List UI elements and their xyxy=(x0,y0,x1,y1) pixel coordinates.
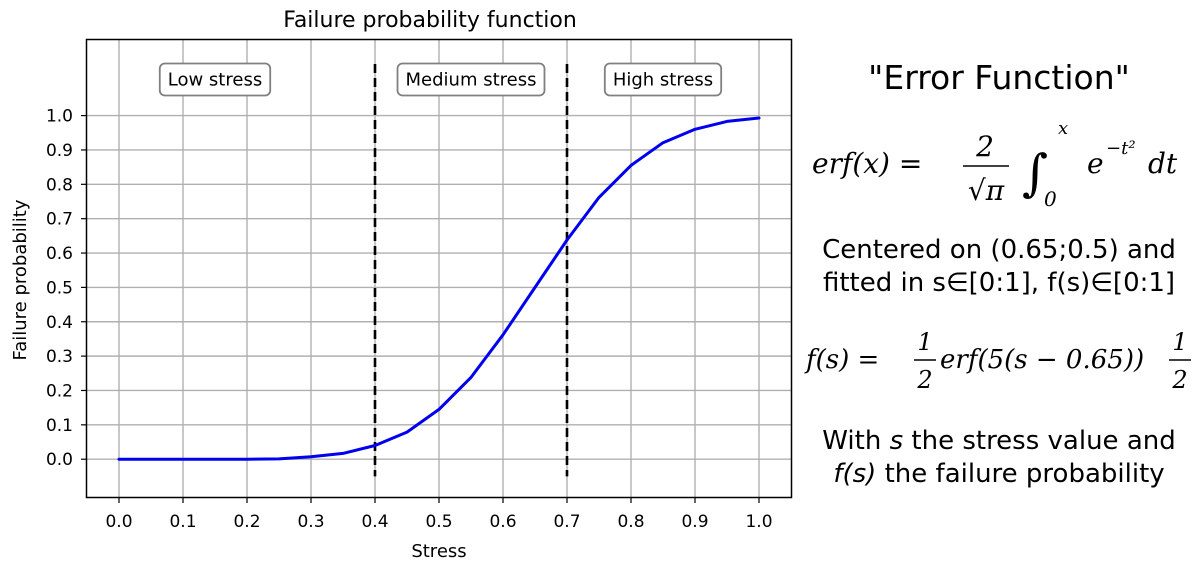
stress-region-dividers xyxy=(373,64,569,477)
centered-description: Centered on (0.65;0.5) and fitted in s∈[… xyxy=(822,235,1176,298)
with-text-fs: f(s) xyxy=(833,459,877,489)
y-tick-label: 0.7 xyxy=(46,210,73,230)
label-box xyxy=(158,62,272,97)
y-tick-label: 0.6 xyxy=(46,244,73,264)
label-text: Low stress xyxy=(168,70,262,91)
x-axis-label: Stress xyxy=(411,541,466,562)
label-box xyxy=(603,62,723,97)
failure-probability-chart: Failure probability function 0.0 0.1 0.2 0.… xyxy=(10,8,793,562)
y-tick-label: 0.5 xyxy=(46,278,73,298)
erf-integral-sign: ∫ xyxy=(1022,144,1048,202)
x-tick-label: 0.6 xyxy=(489,512,516,532)
y-tick-label: 0.4 xyxy=(46,313,73,333)
y-tick-label: 0.1 xyxy=(46,416,73,436)
x-tick-label: 1.0 xyxy=(745,512,772,532)
stress-region-label: Low stress xyxy=(158,62,272,97)
error-function-title: "Error Function" xyxy=(868,58,1130,97)
erf-denominator: √π xyxy=(968,174,1005,207)
x-tick-label: 0.7 xyxy=(553,512,580,532)
y-tick-label: 0.0 xyxy=(46,450,73,470)
fs-formula: f(s) = 1 2 erf(5(s − 0.65)) 1 2 xyxy=(800,322,1198,433)
label-box xyxy=(396,62,546,97)
erf-integrand: e xyxy=(1087,147,1104,180)
fs-lhs: f(s) = xyxy=(804,345,879,375)
x-tick-label: 0.5 xyxy=(425,512,452,532)
erf-lower-limit: 0 xyxy=(1044,187,1057,210)
erf-formula: erf(x) = 2 √π ∫ x 0 e −t² dt xyxy=(800,118,1198,241)
with-text-s: s xyxy=(889,426,904,456)
stress-region-label: Medium stress xyxy=(396,62,546,97)
erf-upper-limit: x xyxy=(1058,120,1068,139)
fs-frac1-denominator: 2 xyxy=(916,366,932,394)
stress-region-label: High stress xyxy=(603,62,723,97)
variable-description: With s the stress value and f(s) the fai… xyxy=(800,425,1198,491)
grid-lines xyxy=(87,40,791,497)
with-text-part3: the failure probability xyxy=(876,459,1165,489)
side-panel: "Error Function" erf(x) = 2 √π ∫ x 0 e −… xyxy=(800,0,1198,565)
x-tick-label: 0.8 xyxy=(617,512,644,532)
y-axis-label: Failure probability xyxy=(10,199,31,360)
y-tick-label: 0.8 xyxy=(46,175,73,195)
chart-title: Failure probability function xyxy=(283,8,577,33)
x-tick-label: 0.0 xyxy=(105,512,132,532)
fs-frac2-denominator: 2 xyxy=(1171,366,1187,394)
x-tick-label: 0.9 xyxy=(681,512,708,532)
x-axis-ticks: 0.0 0.1 0.2 0.3 0.4 0.5 0.6 0.7 0.8 0.9 1.0 xyxy=(105,497,773,532)
erf-lhs: erf(x) = xyxy=(812,147,922,180)
fs-frac2-numerator: 1 xyxy=(1172,328,1187,356)
label-text: Medium stress xyxy=(406,70,537,91)
x-tick-label: 0.3 xyxy=(297,512,324,532)
stress-region-labels: Low stress Medium stress High stress xyxy=(158,62,723,97)
y-tick-label: 0.9 xyxy=(46,141,73,161)
erf-numerator: 2 xyxy=(975,130,994,163)
fs-middle: erf(5(s − 0.65)) xyxy=(940,345,1144,375)
y-tick-label: 0.3 xyxy=(46,347,73,367)
erf-differential: dt xyxy=(1148,147,1178,180)
y-tick-label: 1.0 xyxy=(46,107,73,127)
label-text: High stress xyxy=(613,70,713,91)
erf-exponent: −t² xyxy=(1106,138,1136,159)
erf-formula-graphic: erf(x) = 2 √π ∫ x 0 e −t² dt xyxy=(812,118,1178,211)
fs-formula-graphic: f(s) = 1 2 erf(5(s − 0.65)) 1 2 xyxy=(804,328,1191,394)
with-text-part2: the stress value and xyxy=(903,426,1176,456)
x-tick-label: 0.4 xyxy=(361,512,388,532)
y-axis-ticks: 0.0 0.1 0.2 0.3 0.4 0.5 0.6 0.7 0.8 0.9 1.0 xyxy=(46,107,87,470)
with-text-part1: With xyxy=(822,426,890,456)
x-tick-label: 0.1 xyxy=(169,512,196,532)
y-tick-label: 0.2 xyxy=(46,381,73,401)
plot-series xyxy=(117,116,761,461)
fs-frac1-numerator: 1 xyxy=(917,328,932,356)
x-tick-label: 0.2 xyxy=(233,512,260,532)
failure-probability-curve xyxy=(117,116,761,461)
